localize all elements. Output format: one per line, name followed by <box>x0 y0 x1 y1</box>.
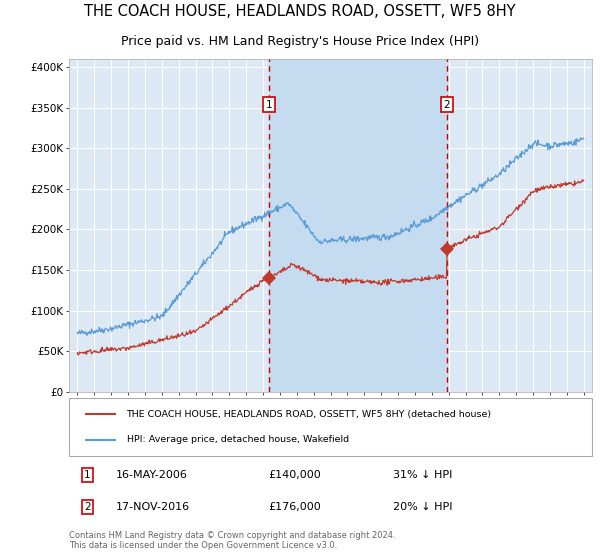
Text: THE COACH HOUSE, HEADLANDS ROAD, OSSETT, WF5 8HY: THE COACH HOUSE, HEADLANDS ROAD, OSSETT,… <box>84 4 516 19</box>
Text: £176,000: £176,000 <box>268 502 320 512</box>
Text: 16-MAY-2006: 16-MAY-2006 <box>116 470 188 479</box>
Text: 20% ↓ HPI: 20% ↓ HPI <box>394 502 453 512</box>
Text: 2: 2 <box>443 100 450 110</box>
Text: Contains HM Land Registry data © Crown copyright and database right 2024.
This d: Contains HM Land Registry data © Crown c… <box>69 531 395 550</box>
Text: 1: 1 <box>84 470 91 479</box>
Text: 2: 2 <box>84 502 91 512</box>
FancyBboxPatch shape <box>69 398 592 456</box>
Text: HPI: Average price, detached house, Wakefield: HPI: Average price, detached house, Wake… <box>127 436 349 445</box>
Text: 17-NOV-2016: 17-NOV-2016 <box>116 502 190 512</box>
Text: Price paid vs. HM Land Registry's House Price Index (HPI): Price paid vs. HM Land Registry's House … <box>121 35 479 48</box>
Text: £140,000: £140,000 <box>268 470 320 479</box>
Text: 31% ↓ HPI: 31% ↓ HPI <box>394 470 453 479</box>
Bar <box>269 59 447 392</box>
Text: 1: 1 <box>266 100 272 110</box>
Text: THE COACH HOUSE, HEADLANDS ROAD, OSSETT, WF5 8HY (detached house): THE COACH HOUSE, HEADLANDS ROAD, OSSETT,… <box>127 409 491 418</box>
